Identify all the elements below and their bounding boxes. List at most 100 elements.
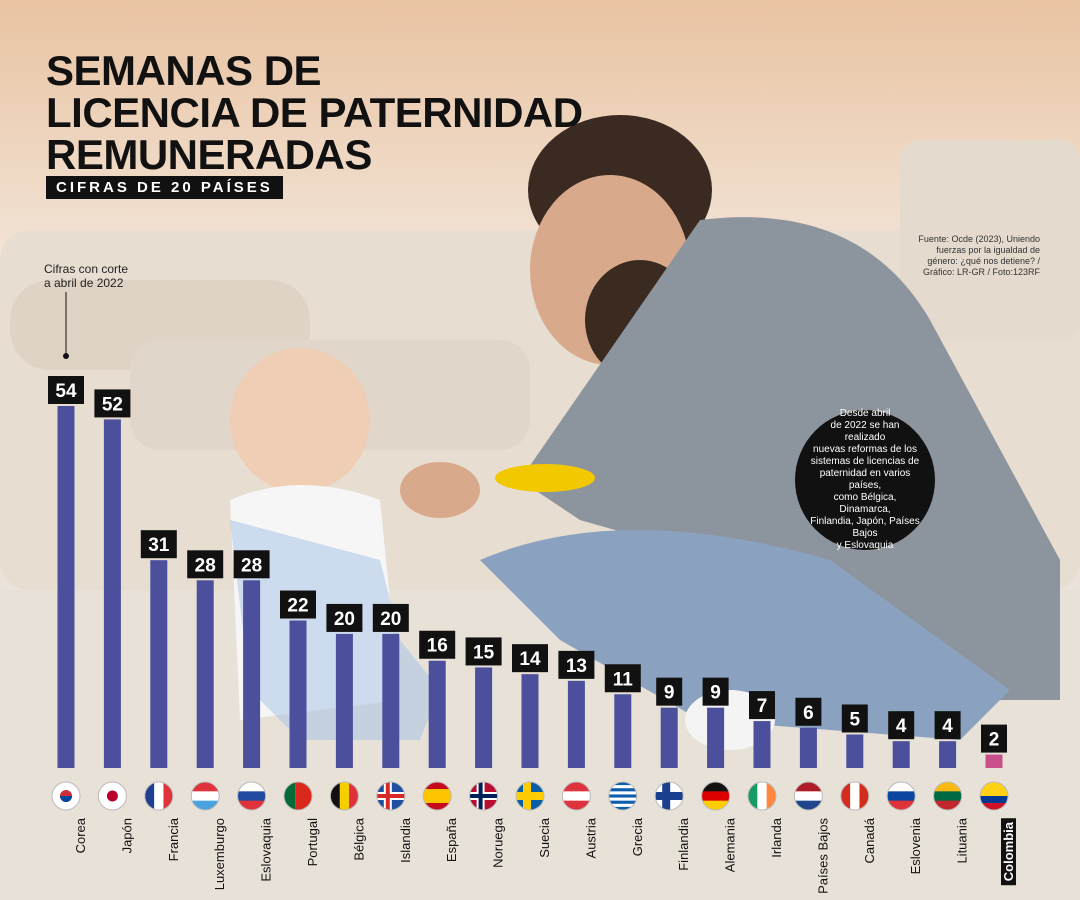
baby-head: [230, 348, 370, 492]
value-label: 15: [473, 642, 495, 663]
value-label: 2: [989, 730, 1000, 751]
category-label: Colombia: [1001, 818, 1016, 886]
title-line-1: SEMANAS DE: [46, 47, 322, 94]
callout-line: sistemas de licencias de: [810, 456, 920, 467]
value-label: 20: [334, 609, 355, 630]
category-label: Eslovenia: [908, 818, 924, 875]
source-line-1: Fuente: Ocde (2023), Uniendo: [918, 234, 1040, 244]
man-jeans: [480, 530, 1010, 740]
value-label: 13: [566, 656, 587, 677]
category-label: Portugal: [305, 818, 320, 867]
value-label: 52: [102, 394, 123, 415]
bar-japón: [103, 419, 121, 768]
value-label: 22: [287, 596, 308, 617]
value-label-box: [372, 603, 409, 632]
callout-line: Finlandia, Japón, Países Bajos: [810, 516, 920, 539]
bar-finlandia: [660, 707, 678, 768]
value-label: 20: [380, 609, 401, 630]
category-label: Irlanda: [769, 818, 784, 858]
title-line-2: LICENCIA DE PATERNIDAD: [46, 89, 583, 136]
bar-luxemburgo: [196, 580, 214, 768]
category-label: Canadá: [861, 818, 877, 864]
callout-line: nuevas reformas de los: [813, 444, 917, 455]
callout-line: paternidad en varios países,: [819, 468, 911, 491]
value-label: 31: [148, 535, 170, 556]
flag-icon: [376, 781, 406, 811]
value-label-box: [280, 590, 316, 619]
value-label-box: [604, 664, 641, 693]
value-label-box: [934, 711, 961, 740]
bar-corea: [57, 406, 75, 768]
value-label-box: [981, 724, 1007, 753]
category-label: Finlandia: [676, 818, 692, 871]
bar-bélgica: [335, 633, 353, 768]
flag-icon: [886, 781, 916, 811]
reform-callout: Desde abril de 2022 se han realizado nue…: [795, 408, 935, 551]
callout-line: Desde abril: [839, 408, 891, 419]
value-label-box: [656, 677, 683, 706]
bar-colombia: [985, 754, 1003, 768]
value-label: 11: [613, 669, 634, 690]
category-label: Alemania: [722, 818, 738, 873]
flag-icon: [190, 781, 220, 811]
category-label: Lituania: [954, 818, 970, 864]
flag-icon: [747, 781, 777, 811]
value-label: 28: [241, 555, 262, 576]
man-sweater: [520, 217, 1060, 700]
flag-icon: [329, 781, 359, 811]
value-label-box: [888, 711, 915, 740]
category-label: Eslovaquia: [258, 818, 274, 882]
value-label-box: [187, 550, 224, 579]
value-label: 9: [710, 683, 721, 704]
value-label-box: [558, 650, 595, 679]
source-credit: Fuente: Ocde (2023), Uniendo fuerzas por…: [912, 234, 1040, 278]
bar-austria: [567, 680, 585, 768]
category-label: Austria: [583, 818, 599, 859]
bar-suecia: [521, 674, 539, 768]
bar-noruega: [475, 667, 493, 768]
subtitle-badge: CIFRAS DE 20 PAÍSES: [46, 176, 283, 199]
flag-icon: [144, 781, 174, 811]
value-label: 5: [850, 709, 861, 730]
value-label: 9: [664, 683, 675, 704]
bar-alemania: [707, 707, 725, 768]
value-label-box: [233, 550, 270, 579]
value-label-box: [94, 389, 131, 418]
bar-francia: [150, 560, 168, 768]
flag-icon: [469, 781, 499, 811]
title-line-3: REMUNERADAS: [46, 131, 372, 178]
value-label: 4: [942, 716, 953, 737]
flag-icon: [793, 781, 823, 811]
category-label: España: [444, 818, 460, 863]
category-label: Grecia: [629, 818, 645, 857]
yellow-bowl: [495, 464, 595, 492]
value-label-box: [419, 630, 456, 659]
value-label-box: [465, 637, 502, 666]
flag-icon: [283, 781, 313, 811]
flag-icon: [561, 781, 591, 811]
category-label: Corea: [73, 818, 88, 854]
cutoff-note-line-2: a abril de 2022: [44, 276, 124, 290]
flag-icon: [237, 781, 267, 811]
man-hand: [400, 462, 480, 518]
source-line-4: Gráfico: LR-GR / Foto:123RF: [922, 267, 1040, 277]
value-label-box: [326, 603, 363, 632]
bar-eslovenia: [892, 741, 910, 768]
category-label: Bélgica: [351, 818, 367, 861]
value-label-box: [512, 644, 548, 673]
callout-line: y Eslovaquia: [836, 540, 894, 551]
flag-icon: [654, 781, 684, 811]
value-label-box: [48, 376, 84, 404]
bar-islandia: [382, 633, 400, 768]
flag-icon: [608, 781, 638, 811]
flag-icon: [422, 781, 452, 811]
category-label: Países Bajos: [815, 818, 831, 894]
bar-portugal: [289, 620, 307, 768]
category-label: Suecia: [537, 818, 552, 858]
value-label: 4: [896, 716, 907, 737]
bar-grecia: [614, 694, 632, 768]
bar-eslovaquia: [243, 580, 261, 768]
cutoff-note-line-1: Cifras con corte: [44, 262, 129, 276]
flag-icon: [515, 781, 545, 811]
